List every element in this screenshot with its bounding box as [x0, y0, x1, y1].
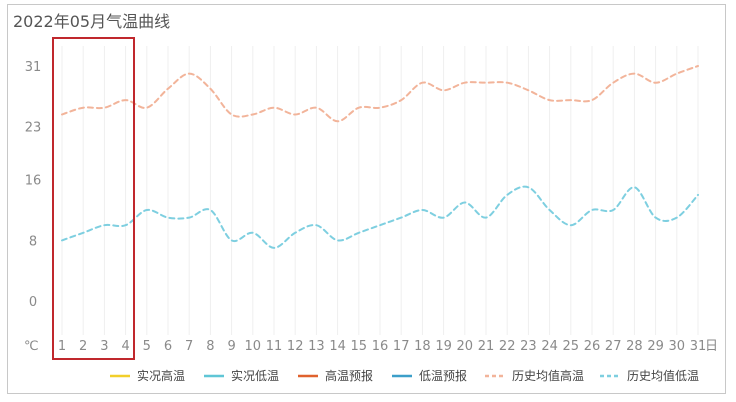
x-unit-label: 日 — [705, 339, 718, 354]
x-tick-label: 9 — [227, 339, 235, 354]
x-tick-label: 10 — [245, 339, 262, 354]
legend-label-1: 实况低温 — [231, 368, 279, 383]
legend-label-0: 实况高温 — [137, 368, 185, 383]
x-tick-label: 18 — [414, 339, 431, 354]
x-tick-label: 25 — [563, 339, 580, 354]
x-tick-label: 2 — [79, 339, 87, 354]
x-tick-label: 14 — [329, 339, 346, 354]
x-tick-label: 31 — [690, 339, 707, 354]
x-tick-label: 3 — [100, 339, 108, 354]
legend-label-3: 低温预报 — [419, 368, 467, 383]
series-line-4 — [61, 65, 699, 123]
y-tick-label: 31 — [25, 60, 42, 75]
x-tick-label: 13 — [308, 339, 325, 354]
series-layer — [61, 65, 699, 249]
x-tick-label: 11 — [266, 339, 283, 354]
x-tick-label: 21 — [478, 339, 495, 354]
x-tick-label: 4 — [121, 339, 129, 354]
grid-layer — [61, 46, 699, 335]
legend-label-2: 高温预报 — [325, 368, 373, 383]
x-tick-label: 24 — [541, 339, 558, 354]
x-tick-label: 30 — [669, 339, 686, 354]
x-tick-label: 29 — [647, 339, 664, 354]
x-tick-label: 20 — [457, 339, 474, 354]
series-line-5 — [61, 185, 699, 249]
x-tick-label: 22 — [499, 339, 516, 354]
legend-label-5: 历史均值低温 — [627, 368, 699, 383]
x-tick-label: 17 — [393, 339, 410, 354]
x-tick-label: 7 — [185, 339, 193, 354]
x-tick-label: 23 — [520, 339, 537, 354]
legend: 实况高温 实况低温 高温预报 低温预报 历史均值高温 历史均值低温 — [110, 368, 699, 383]
chart-title: 2022年05月气温曲线 — [13, 12, 171, 31]
y-tick-label: 23 — [25, 121, 42, 136]
y-unit-label: ℃ — [24, 339, 39, 354]
x-tick-label: 16 — [372, 339, 389, 354]
x-tick-label: 8 — [206, 339, 214, 354]
y-tick-label: 16 — [25, 174, 42, 189]
x-tick-label: 28 — [626, 339, 643, 354]
y-tick-label: 0 — [29, 295, 37, 310]
x-tick-label: 26 — [584, 339, 601, 354]
x-tick-label: 12 — [287, 339, 304, 354]
x-tick-label: 6 — [164, 339, 172, 354]
y-tick-label: 8 — [29, 234, 37, 249]
x-tick-label: 5 — [143, 339, 151, 354]
x-tick-label: 19 — [435, 339, 452, 354]
chart-frame — [7, 4, 726, 394]
legend-label-4: 历史均值高温 — [512, 368, 584, 383]
x-tick-label: 27 — [605, 339, 622, 354]
x-tick-label: 1 — [58, 339, 66, 354]
highlight-box — [52, 37, 135, 360]
x-tick-label: 15 — [351, 339, 368, 354]
